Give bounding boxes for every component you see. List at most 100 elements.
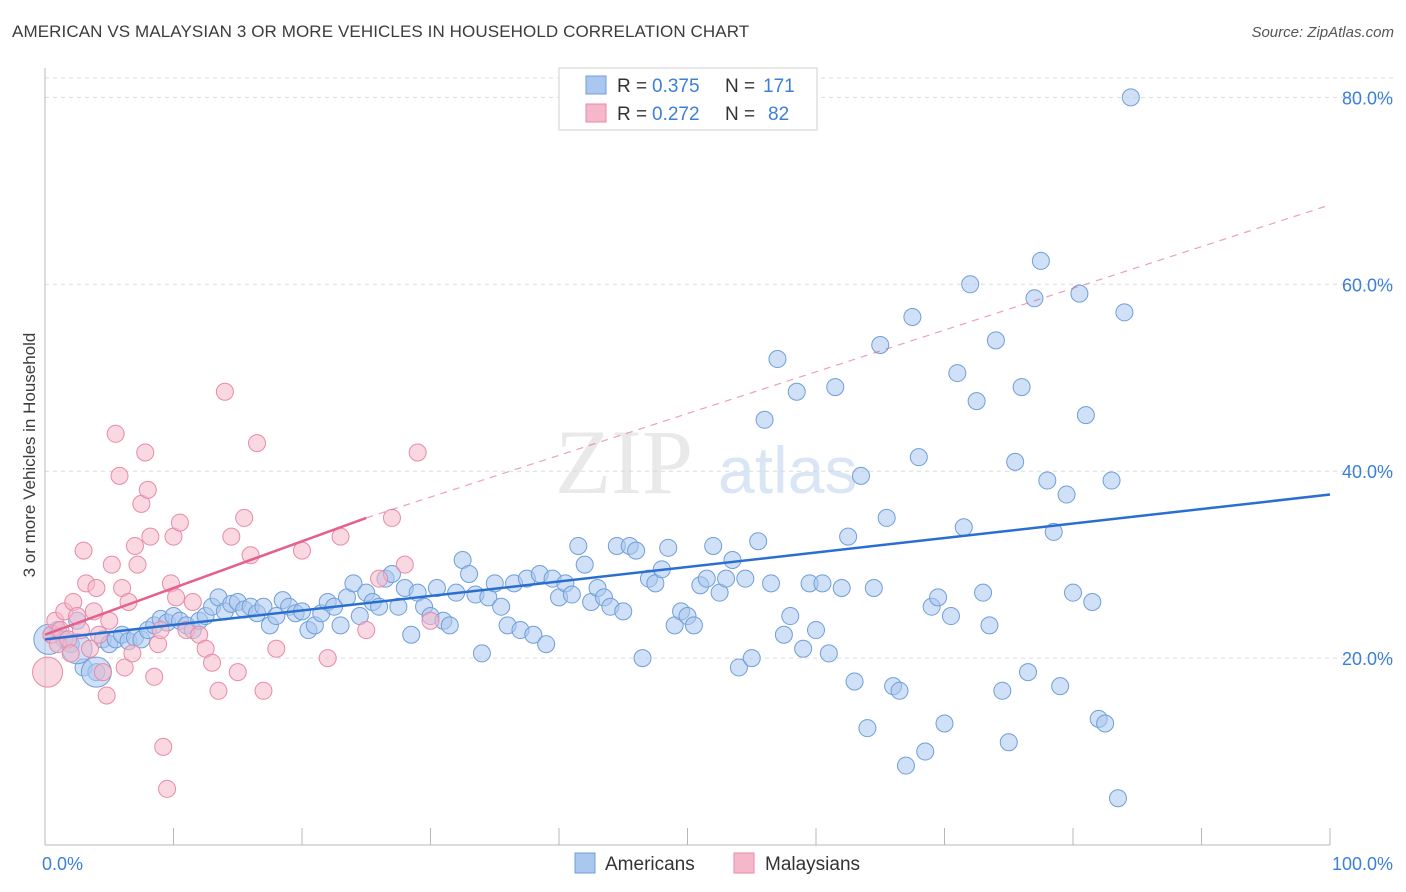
malaysian-n-value: 82 [768, 104, 789, 125]
malaysian-point [370, 569, 389, 588]
american-point [1038, 471, 1057, 490]
malaysian-point [235, 508, 254, 527]
y-tick-label: 80.0% [1342, 88, 1393, 108]
trend-lines [44, 204, 1331, 641]
malaysian-point [167, 588, 186, 607]
malaysian-r-label: R = [617, 104, 647, 125]
malaysian-point [138, 480, 157, 499]
american-point [1025, 289, 1044, 308]
malaysian-point [97, 686, 116, 705]
american-point [1083, 593, 1102, 612]
american-point [935, 714, 954, 733]
american-point [1012, 378, 1031, 397]
american-point [909, 448, 928, 467]
american-point [729, 658, 748, 677]
american-point [762, 574, 781, 593]
malaysian-point-large [32, 656, 64, 688]
american-point [858, 719, 877, 738]
american-point [524, 625, 543, 644]
watermark: ZIP atlas [555, 411, 857, 513]
american-point [1064, 583, 1082, 602]
american-point [967, 392, 986, 411]
watermark-zip: ZIP [555, 411, 693, 513]
american-point [1108, 789, 1127, 808]
american-point [980, 616, 999, 635]
american-point [562, 585, 581, 604]
american-point [1102, 471, 1121, 490]
american-r-label: R = [617, 76, 647, 97]
american-point [614, 602, 633, 621]
american-point [389, 597, 408, 616]
american-point [864, 579, 883, 598]
malaysian-point [93, 663, 112, 682]
american-point [807, 621, 825, 640]
american-point [1006, 452, 1025, 471]
malaysian-point [87, 579, 106, 598]
american-point [768, 350, 787, 369]
american-r-value: 0.375 [652, 76, 700, 97]
american-point [723, 550, 742, 569]
legend-americans-swatch [574, 852, 596, 874]
malaysian-point [215, 382, 234, 401]
malaysian-point [228, 663, 247, 682]
american-point [871, 336, 890, 355]
american-point [684, 616, 703, 635]
y-tick-labels: 20.0% 40.0% 60.0% 80.0% [1342, 88, 1393, 669]
chart-title: AMERICAN VS MALAYSIAN 3 OR MORE VEHICLES… [12, 22, 750, 41]
malaysian-point [357, 621, 376, 640]
american-point [839, 527, 858, 546]
malaysian-point [145, 667, 164, 686]
american-point [402, 625, 421, 644]
american-point [460, 564, 479, 583]
malaysian-point [209, 681, 228, 700]
malaysian-trend-line [44, 516, 367, 636]
malaysian-point [158, 779, 177, 798]
legend-americans-label: Americans [605, 854, 695, 875]
malaysian-point [80, 639, 99, 658]
american-point [781, 607, 800, 626]
american-point [492, 597, 511, 616]
american-point [845, 672, 864, 691]
y-tick-label: 40.0% [1342, 462, 1393, 482]
american-point [440, 616, 459, 635]
malaysians-points [32, 382, 440, 798]
american-point [575, 555, 594, 574]
malaysian-point [123, 644, 142, 663]
american-point [794, 639, 813, 658]
malaysian-point [267, 639, 286, 658]
malaysian-point [408, 443, 427, 462]
malaysian-point [170, 513, 189, 532]
malaysian-point [248, 434, 267, 453]
malaysian-point [318, 649, 337, 668]
american-point [877, 508, 896, 527]
gridlines [45, 77, 1395, 659]
malaysian-point [203, 653, 222, 672]
american-point [344, 574, 363, 593]
american-n-label: N = [725, 76, 755, 97]
american-point [697, 569, 716, 588]
american-point [787, 382, 806, 401]
american-point [819, 644, 838, 663]
american-point [1057, 485, 1076, 504]
stats-legend: R = 0.375 N = 171 R = 0.272 N = 82 [558, 67, 818, 131]
malaysian-point [102, 555, 121, 574]
malaysian-point [141, 527, 160, 546]
malaysian-point [106, 424, 125, 443]
american-point [1044, 522, 1063, 541]
american-point [427, 579, 446, 598]
malaysian-point [183, 593, 202, 612]
watermark-atlas: atlas [718, 433, 857, 507]
malaysian-point [154, 737, 173, 756]
y-tick-label: 60.0% [1342, 275, 1393, 295]
americans-swatch [585, 75, 607, 95]
american-point [749, 532, 768, 551]
malaysian-point [151, 621, 170, 640]
american-point [331, 616, 350, 635]
american-point [1076, 406, 1095, 425]
american-point [929, 588, 948, 607]
x-tick-labels: 0.0% 100.0% [42, 854, 1393, 874]
malaysian-point [136, 443, 155, 462]
american-point [916, 742, 935, 761]
axes [44, 68, 1331, 846]
